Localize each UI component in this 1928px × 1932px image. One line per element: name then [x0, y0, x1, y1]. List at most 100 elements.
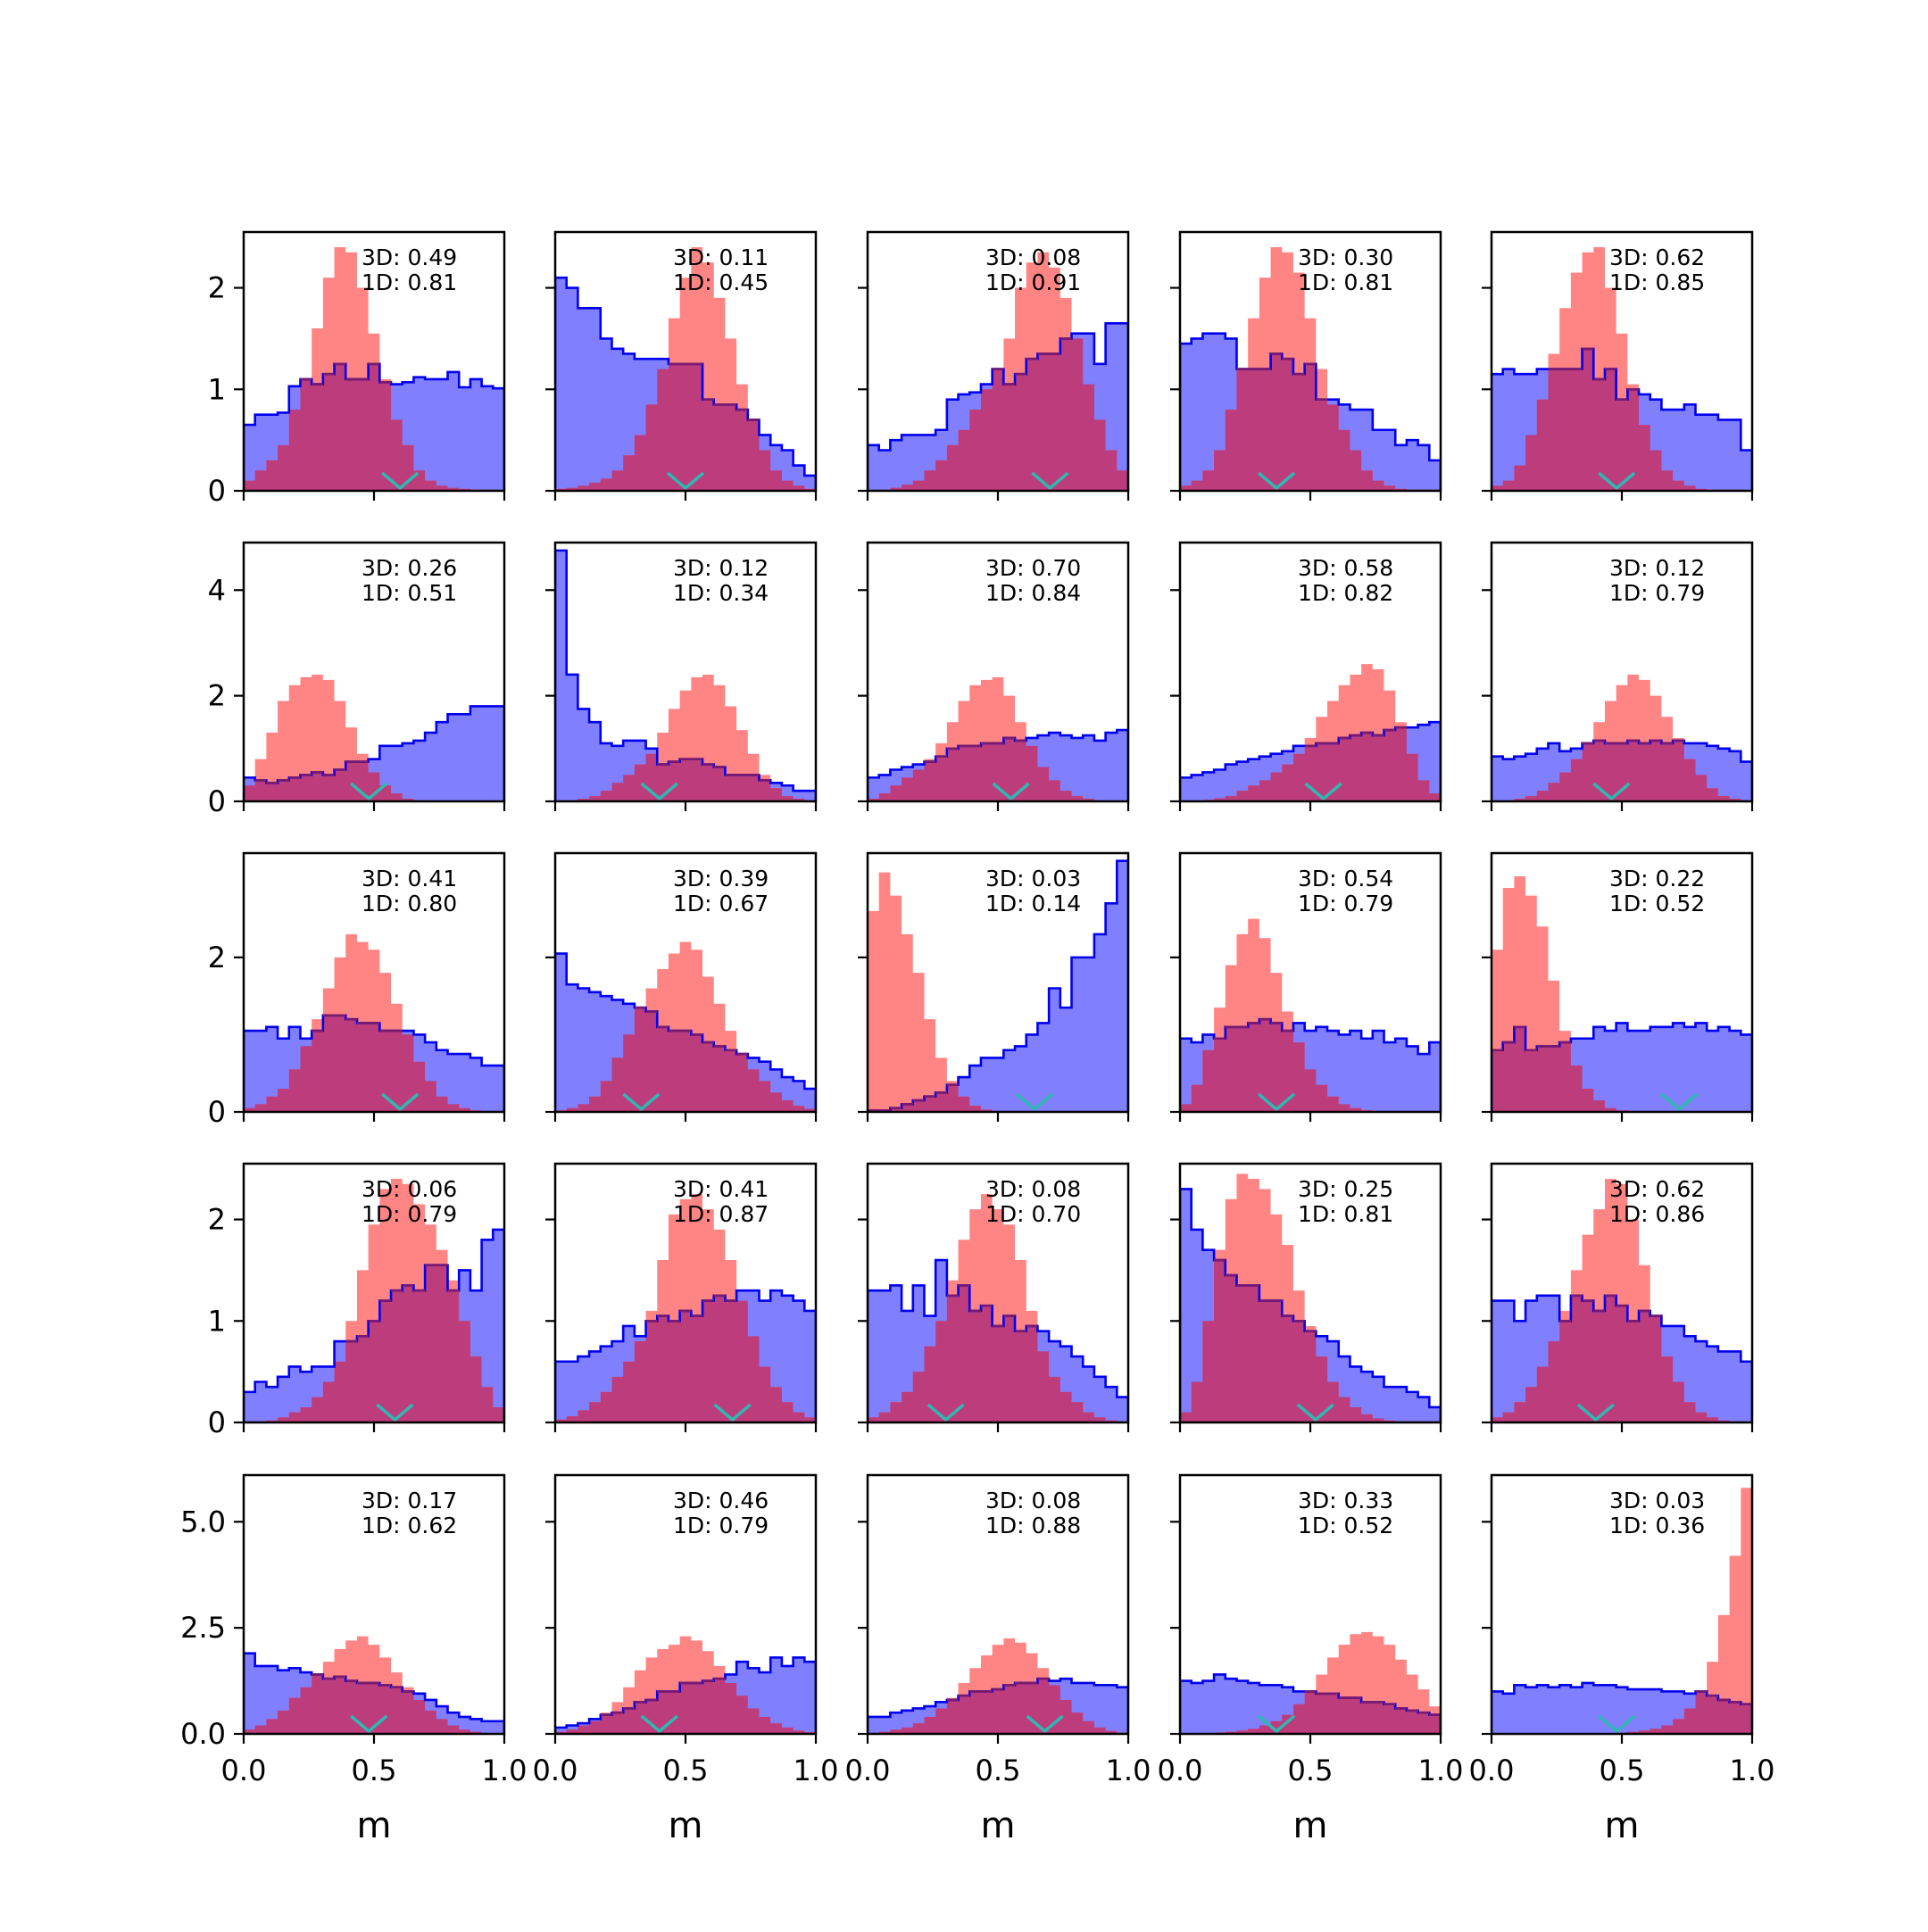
estimate-marker: [381, 1092, 420, 1112]
annotation-3d: 3D: 0.54: [1298, 866, 1393, 891]
y-tick-label: 0: [208, 1095, 226, 1129]
annotation-1d: 1D: 0.86: [1609, 1201, 1705, 1227]
estimate-marker: [1296, 1403, 1334, 1422]
x-axis-label: m: [357, 1805, 392, 1846]
overlap-outline: [1695, 1690, 1752, 1706]
x-tick-label: 1.0: [794, 1754, 839, 1787]
x-axis-label: m: [669, 1805, 703, 1846]
x-tick-label: 0.5: [976, 1754, 1021, 1787]
estimate-marker: [1304, 782, 1342, 801]
overlap-outline: [645, 1294, 737, 1323]
annotation-3d: 3D: 0.25: [1298, 1176, 1393, 1202]
annotation-3d: 3D: 0.62: [1609, 1176, 1705, 1202]
estimate-marker: [1031, 471, 1069, 491]
annotation-3d: 3D: 0.49: [362, 245, 457, 270]
annotation-1d: 1D: 0.87: [673, 1201, 769, 1227]
annotation-3d: 3D: 0.46: [673, 1488, 769, 1513]
y-tick-label: 2.5: [180, 1611, 226, 1645]
estimate-marker: [381, 471, 420, 491]
annotation-3d: 3D: 0.03: [985, 866, 1081, 891]
estimate-marker: [1015, 1092, 1054, 1112]
overlap-histogram: [868, 1285, 1128, 1422]
overlap-outline: [657, 758, 771, 782]
overlap-histogram: [1180, 353, 1441, 491]
y-tick-label: 4: [208, 573, 226, 607]
overlap-outline: [924, 736, 1026, 763]
annotation-1d: 1D: 0.52: [1609, 891, 1705, 916]
x-tick-label: 0.5: [1288, 1754, 1334, 1787]
y-tick-label: 1: [208, 1304, 226, 1338]
y-tick-label: 2: [208, 1203, 226, 1237]
overlap-outline: [1304, 726, 1407, 748]
annotation-1d: 1D: 0.85: [1609, 269, 1705, 295]
overlap-outline: [992, 337, 1072, 386]
annotation-3d: 3D: 0.39: [673, 866, 769, 891]
annotation-1d: 1D: 0.79: [1609, 580, 1705, 606]
overlap-outline: [1559, 1294, 1662, 1323]
overlap-histogram: [244, 761, 504, 801]
overlap-histogram: [1492, 1691, 1752, 1734]
overlap-outline: [1236, 352, 1328, 401]
overlap-outline: [946, 1284, 1038, 1332]
x-axis-label: m: [1293, 1805, 1328, 1846]
x-tick-label: 0.0: [1469, 1754, 1515, 1787]
estimate-marker: [1576, 1403, 1615, 1422]
estimate-marker: [1592, 782, 1631, 801]
estimate-marker: [350, 1714, 388, 1734]
y-tick-label: 1: [208, 372, 226, 406]
overlap-histogram: [868, 1084, 1128, 1112]
annotation-1d: 1D: 0.80: [362, 891, 457, 916]
annotation-1d: 1D: 0.14: [985, 891, 1081, 916]
annotation-1d: 1D: 0.91: [985, 269, 1081, 295]
overlap-histogram: [1492, 348, 1752, 491]
annotation-1d: 1D: 0.67: [673, 891, 769, 916]
annotation-1d: 1D: 0.79: [1298, 891, 1393, 916]
overlap-histogram: [555, 753, 816, 801]
annotation-3d: 3D: 0.11: [673, 245, 769, 270]
overlap-outline: [634, 1006, 748, 1056]
blue-histogram: [868, 860, 1128, 1112]
annotation-1d: 1D: 0.79: [362, 1201, 457, 1227]
estimate-marker: [1026, 1714, 1064, 1734]
overlap-outline: [254, 760, 369, 784]
x-tick-label: 1.0: [1730, 1754, 1775, 1787]
y-tick-label: 2: [208, 679, 226, 713]
overlap-histogram: [244, 1015, 504, 1112]
estimate-marker: [713, 1403, 752, 1422]
red-histogram: [555, 674, 816, 801]
overlap-histogram: [244, 1265, 504, 1422]
annotation-3d: 3D: 0.03: [1609, 1488, 1705, 1513]
estimate-marker: [1660, 1092, 1699, 1112]
x-tick-label: 1.0: [1106, 1754, 1151, 1787]
estimate-marker: [640, 782, 678, 801]
y-tick-label: 0: [208, 474, 226, 508]
estimate-marker: [1598, 1714, 1636, 1734]
x-tick-label: 1.0: [1418, 1754, 1464, 1787]
x-tick-label: 0.0: [533, 1754, 578, 1787]
annotation-1d: 1D: 0.34: [673, 580, 769, 606]
overlap-outline: [312, 1014, 403, 1032]
estimate-marker: [992, 782, 1030, 801]
overlap-outline: [868, 1083, 959, 1112]
overlap-outline: [1214, 1258, 1317, 1332]
overlap-outline: [1492, 1025, 1571, 1052]
x-tick-label: 0.5: [1600, 1754, 1645, 1787]
overlap-histogram: [244, 363, 504, 491]
overlap-histogram: [555, 1679, 816, 1734]
overlap-outline: [300, 362, 392, 386]
annotation-1d: 1D: 0.82: [1298, 580, 1393, 606]
y-tick-label: 2: [208, 271, 226, 305]
x-tick-label: 0.0: [1158, 1754, 1203, 1787]
annotation-1d: 1D: 0.88: [985, 1513, 1081, 1538]
